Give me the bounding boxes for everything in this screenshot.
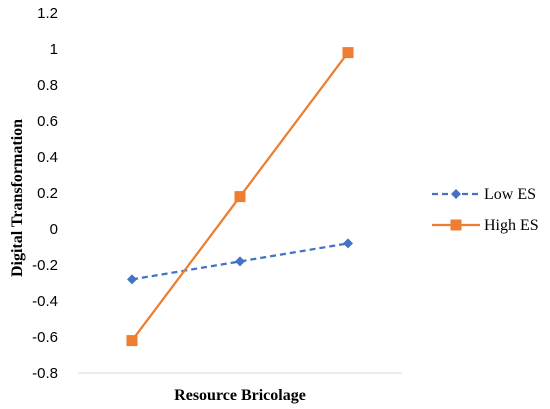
data-point — [343, 238, 353, 249]
y-tick-label: 0 — [50, 221, 58, 238]
y-axis-title: Digital Transformation — [9, 119, 26, 277]
y-tick-label: -0.8 — [32, 365, 58, 382]
x-axis-title: Resource Bricolage — [174, 387, 306, 404]
plot-area — [126, 47, 354, 347]
y-tick-label: 0.6 — [37, 113, 58, 130]
legend-item: High ES — [432, 217, 539, 234]
y-tick-label: -0.6 — [32, 329, 58, 346]
legend-item: Low ES — [432, 186, 536, 203]
data-point — [126, 335, 138, 347]
series-line — [131, 242, 349, 281]
data-point — [127, 274, 137, 285]
series-1 — [126, 47, 354, 347]
series-0 — [127, 238, 353, 285]
data-point — [234, 191, 246, 203]
y-tick-label: -0.2 — [32, 257, 58, 274]
y-axis-tick-labels: -0.8 -0.6 -0.4 -0.2 0 0.2 0.4 0.6 0.8 1 1.2 — [32, 5, 58, 382]
legend: Low ES High ES — [432, 186, 539, 234]
y-tick-label: 0.8 — [37, 77, 58, 94]
data-point — [235, 256, 245, 267]
data-point — [342, 47, 354, 59]
y-tick-label: 1 — [50, 41, 58, 58]
legend-label: High ES — [484, 217, 539, 234]
y-tick-label: 1.2 — [37, 5, 58, 22]
legend-marker — [450, 219, 462, 231]
y-tick-label: -0.4 — [32, 293, 58, 310]
legend-marker — [451, 189, 461, 199]
y-tick-label: 0.4 — [37, 149, 58, 166]
legend-label: Low ES — [484, 186, 536, 203]
y-tick-label: 0.2 — [37, 185, 58, 202]
